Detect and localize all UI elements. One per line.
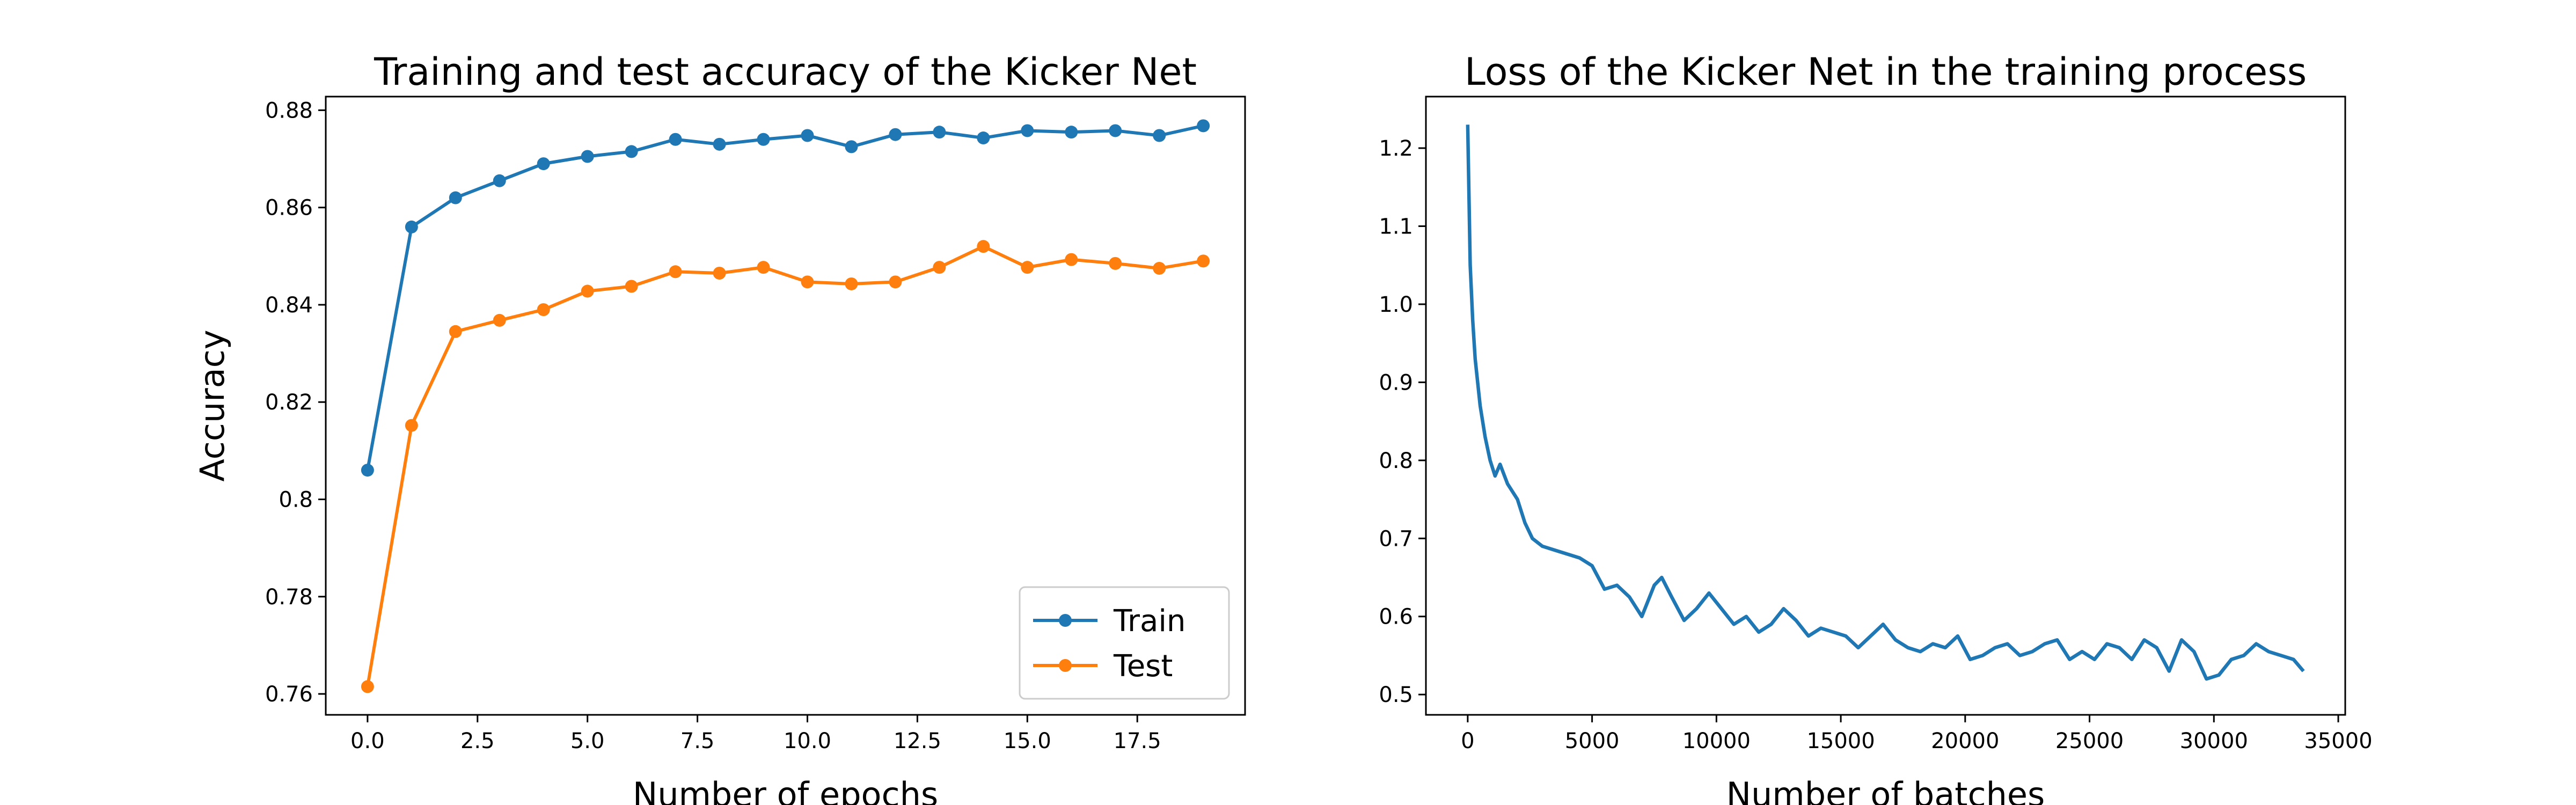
point — [933, 261, 946, 274]
point — [1109, 257, 1122, 270]
point — [757, 133, 770, 146]
y-tick-label: 0.82 — [265, 390, 313, 415]
point — [713, 137, 726, 151]
point — [845, 277, 858, 290]
y-tick-label: 0.8 — [1379, 449, 1413, 473]
legend-marker — [1059, 659, 1072, 672]
point — [581, 150, 594, 163]
x-tick-label: 0.0 — [350, 729, 385, 753]
point — [889, 128, 902, 141]
x-tick-label: 12.5 — [894, 729, 941, 753]
legend-marker — [1059, 614, 1072, 627]
x-tick-label: 17.5 — [1114, 729, 1161, 753]
chart-title: Loss of the Kicker Net in the training p… — [1465, 50, 2307, 94]
x-tick-label: 10000 — [1682, 729, 1751, 753]
legend-box — [1019, 586, 1230, 700]
y-tick-label: 0.86 — [265, 196, 313, 221]
point — [801, 129, 814, 142]
point — [1109, 124, 1122, 137]
point — [669, 133, 682, 146]
point — [1153, 261, 1166, 275]
axes-frame — [1425, 96, 2346, 716]
x-tick-label: 20000 — [1931, 729, 1999, 753]
y-tick-label: 0.9 — [1379, 370, 1413, 395]
point — [801, 275, 814, 289]
x-tick-label: 30000 — [2180, 729, 2248, 753]
x-tick-label: 35000 — [2304, 729, 2372, 753]
y-tick-label: 0.84 — [265, 293, 313, 318]
x-tick-label: 2.5 — [460, 729, 495, 753]
point — [1153, 129, 1166, 142]
series-line — [1466, 125, 2305, 681]
point — [405, 220, 418, 233]
y-tick-label: 0.88 — [265, 98, 313, 123]
point — [977, 240, 990, 253]
y-tick-label: 1.2 — [1379, 136, 1413, 161]
point — [757, 261, 770, 274]
legend-label: Test — [1113, 649, 1173, 684]
point — [713, 267, 726, 280]
point — [1021, 261, 1034, 274]
point — [933, 126, 946, 139]
y-tick-label: 0.76 — [265, 682, 313, 707]
point — [625, 280, 638, 293]
point — [1197, 254, 1210, 268]
point — [493, 174, 506, 187]
point — [361, 680, 374, 693]
y-tick-label: 0.6 — [1379, 605, 1413, 630]
y-tick-label: 0.8 — [279, 487, 313, 512]
point — [493, 313, 506, 327]
y-tick-label: 0.78 — [265, 585, 313, 610]
x-tick-label: 10.0 — [784, 729, 831, 753]
x-tick-label: 5000 — [1565, 729, 1620, 753]
point — [845, 140, 858, 153]
point — [449, 191, 462, 204]
legend-label: Train — [1113, 604, 1185, 639]
x-tick-label: 25000 — [2055, 729, 2124, 753]
series-line — [365, 245, 1204, 687]
x-axis-label: Number of batches — [1726, 775, 2045, 805]
point — [537, 157, 550, 171]
x-tick-label: 15000 — [1806, 729, 1875, 753]
point — [1065, 253, 1078, 266]
point — [625, 145, 638, 158]
point — [405, 419, 418, 432]
x-tick-label: 15.0 — [1004, 729, 1051, 753]
point — [1197, 119, 1210, 133]
y-tick-label: 1.0 — [1379, 292, 1413, 317]
point — [1021, 124, 1034, 137]
point — [449, 325, 462, 338]
x-tick-label: 7.5 — [680, 729, 715, 753]
x-tick-label: 5.0 — [570, 729, 605, 753]
y-tick-label: 0.5 — [1379, 683, 1413, 707]
x-tick-label: 0 — [1461, 729, 1474, 753]
point — [581, 284, 594, 298]
chart-title: Training and test accuracy of the Kicker… — [374, 50, 1197, 94]
point — [361, 464, 374, 477]
axes-frame — [325, 96, 1246, 716]
point — [977, 131, 990, 145]
y-tick-label: 0.7 — [1379, 526, 1413, 551]
point — [537, 303, 550, 316]
y-tick-label: 1.1 — [1379, 214, 1413, 239]
point — [889, 275, 902, 289]
y-axis-label: Accuracy — [193, 330, 232, 481]
point — [1065, 126, 1078, 139]
x-axis-label: Number of epochs — [633, 775, 938, 805]
series-line — [365, 124, 1204, 471]
point — [669, 265, 682, 279]
